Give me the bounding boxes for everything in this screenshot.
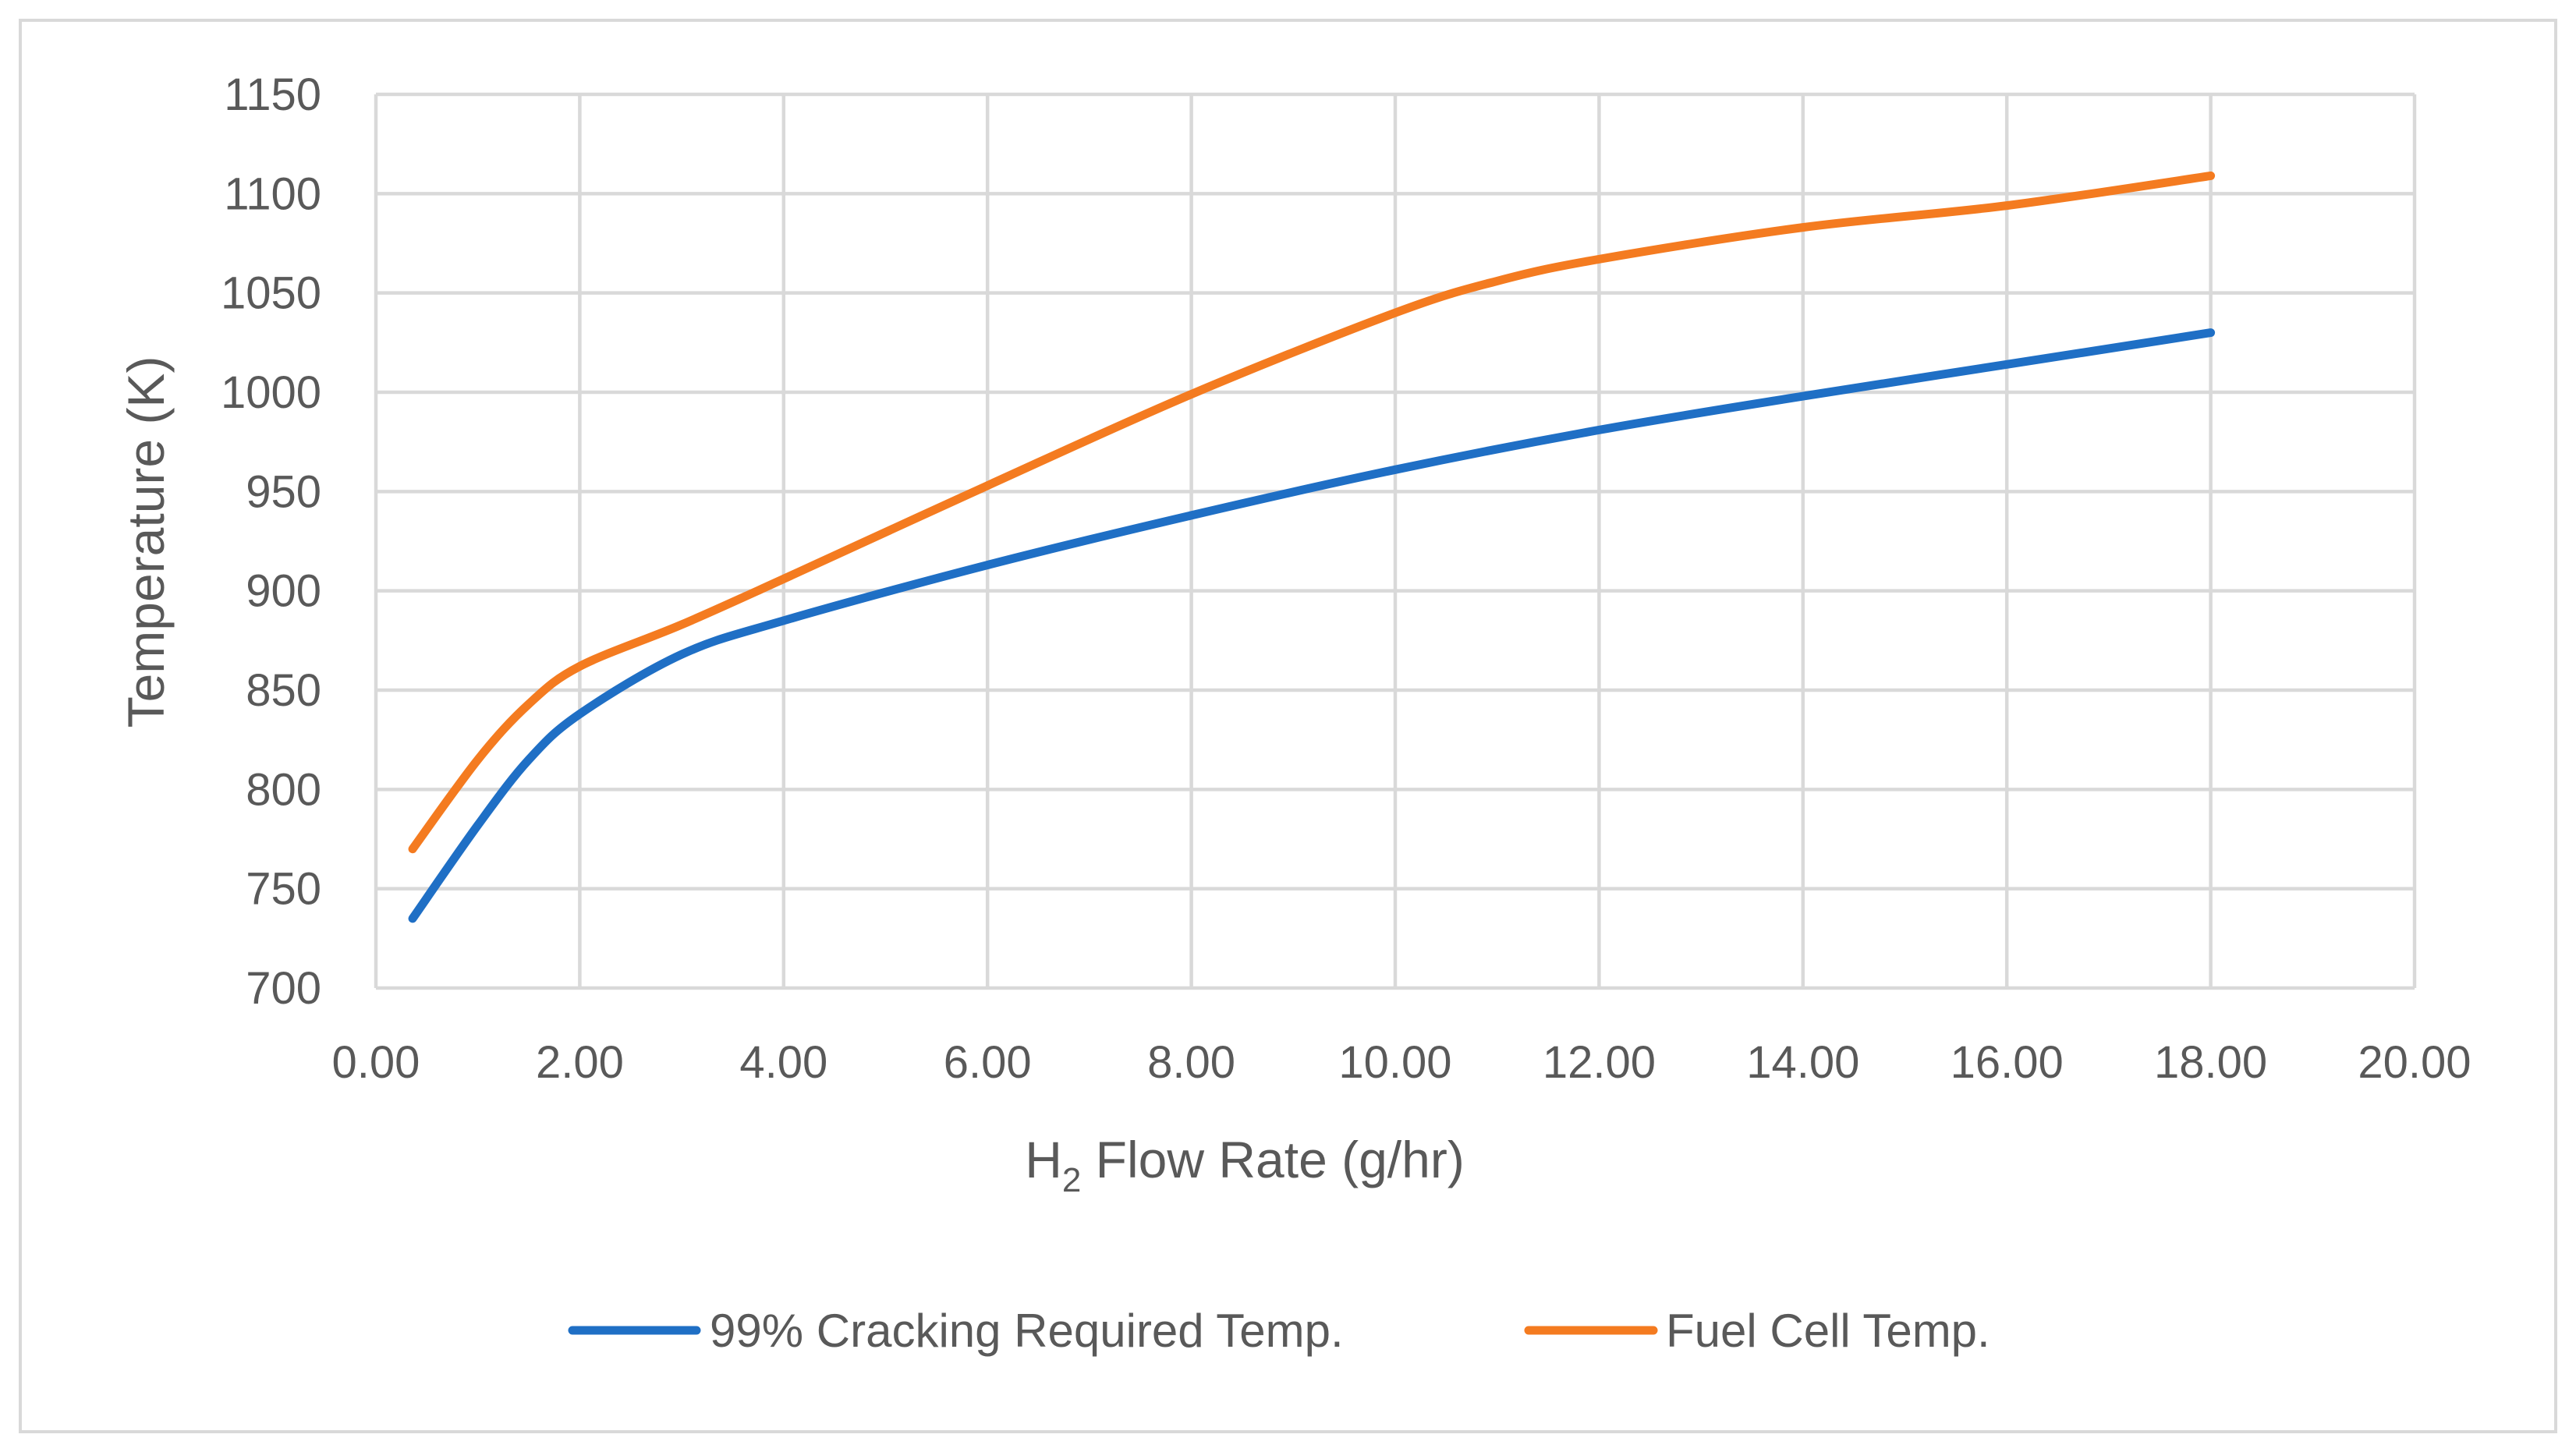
y-tick-label: 700 <box>246 963 321 1014</box>
series-layer <box>408 171 2216 923</box>
x-axis-title-main: H <box>1025 1131 1062 1188</box>
legend-label-fuel-cell: Fuel Cell Temp. <box>1666 1305 1990 1357</box>
x-tick-label: 4.00 <box>739 1037 827 1088</box>
x-axis-title-subscript: 2 <box>1062 1161 1081 1199</box>
x-axis-ticks: 0.00 2.00 4.00 6.00 8.00 10.00 12.00 14.00 16.00… <box>332 1037 2471 1088</box>
x-tick-label: 8.00 <box>1147 1037 1235 1088</box>
x-tick-label: 16.00 <box>1951 1037 2064 1088</box>
legend-label-cracking: 99% Cracking Required Temp. <box>710 1305 1344 1357</box>
x-tick-label: 10.00 <box>1338 1037 1451 1088</box>
series-line-fuel-cell-temp <box>408 171 2216 854</box>
y-tick-label: 850 <box>246 665 321 716</box>
y-tick-label: 1000 <box>221 367 321 418</box>
grid-lines <box>374 92 2417 990</box>
series-line-cracking-temp <box>408 328 2216 923</box>
x-tick-label: 0.00 <box>332 1037 420 1088</box>
x-tick-label: 2.00 <box>536 1037 624 1088</box>
y-tick-label: 800 <box>246 764 321 815</box>
y-tick-label: 750 <box>246 864 321 915</box>
x-axis-title-rest: Flow Rate (g/hr) <box>1081 1131 1464 1188</box>
x-tick-label: 12.00 <box>1543 1037 1656 1088</box>
y-tick-label: 1100 <box>224 168 321 219</box>
y-tick-label: 900 <box>246 566 321 617</box>
chart-frame <box>19 19 2557 1433</box>
y-tick-label: 1050 <box>221 268 321 319</box>
y-axis-ticks: 700 750 800 850 900 950 1000 1050 1100 1150 <box>221 69 321 1014</box>
x-axis-title: H2 Flow Rate (g/hr) <box>1025 1131 1465 1199</box>
y-tick-label: 950 <box>246 466 321 517</box>
x-tick-label: 18.00 <box>2154 1037 2267 1088</box>
x-tick-label: 20.00 <box>2358 1037 2471 1088</box>
y-axis-title: Temperature (K) <box>117 356 175 728</box>
x-tick-label: 14.00 <box>1746 1037 1859 1088</box>
legend: 99% Cracking Required Temp. Fuel Cell Te… <box>568 1305 1990 1357</box>
y-tick-label: 1150 <box>224 69 321 120</box>
x-tick-label: 6.00 <box>944 1037 1032 1088</box>
